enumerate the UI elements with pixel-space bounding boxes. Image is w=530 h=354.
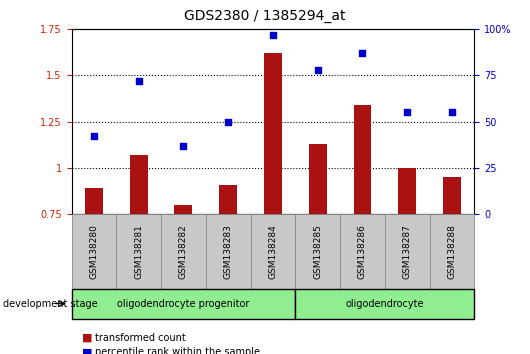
Text: GSM138284: GSM138284 <box>269 224 277 279</box>
Text: transformed count: transformed count <box>95 333 186 343</box>
Text: GSM138286: GSM138286 <box>358 224 367 279</box>
Point <box>179 143 188 148</box>
Bar <box>85 188 103 214</box>
Point <box>448 109 456 115</box>
Text: GDS2380 / 1385294_at: GDS2380 / 1385294_at <box>184 9 346 23</box>
Bar <box>354 105 372 214</box>
Text: GSM138285: GSM138285 <box>313 224 322 279</box>
Point <box>403 109 411 115</box>
Bar <box>130 155 148 214</box>
Text: GSM138282: GSM138282 <box>179 224 188 279</box>
Text: development stage: development stage <box>3 298 98 309</box>
Bar <box>443 177 461 214</box>
Text: GSM138287: GSM138287 <box>403 224 412 279</box>
Text: GSM138288: GSM138288 <box>447 224 456 279</box>
Text: GSM138283: GSM138283 <box>224 224 233 279</box>
Text: percentile rank within the sample: percentile rank within the sample <box>95 347 260 354</box>
Text: oligodendrocyte: oligodendrocyte <box>346 298 424 309</box>
Bar <box>174 205 192 214</box>
Text: GSM138281: GSM138281 <box>134 224 143 279</box>
Point <box>135 78 143 84</box>
Text: oligodendrocyte progenitor: oligodendrocyte progenitor <box>117 298 250 309</box>
Text: GSM138280: GSM138280 <box>90 224 99 279</box>
Point <box>90 133 98 139</box>
Point <box>269 32 277 38</box>
Point <box>313 67 322 73</box>
Bar <box>264 53 282 214</box>
Bar <box>309 144 326 214</box>
Bar <box>219 184 237 214</box>
Point <box>358 50 367 56</box>
Text: ■: ■ <box>82 347 93 354</box>
Text: ■: ■ <box>82 333 93 343</box>
Bar <box>398 168 416 214</box>
Point <box>224 119 233 125</box>
